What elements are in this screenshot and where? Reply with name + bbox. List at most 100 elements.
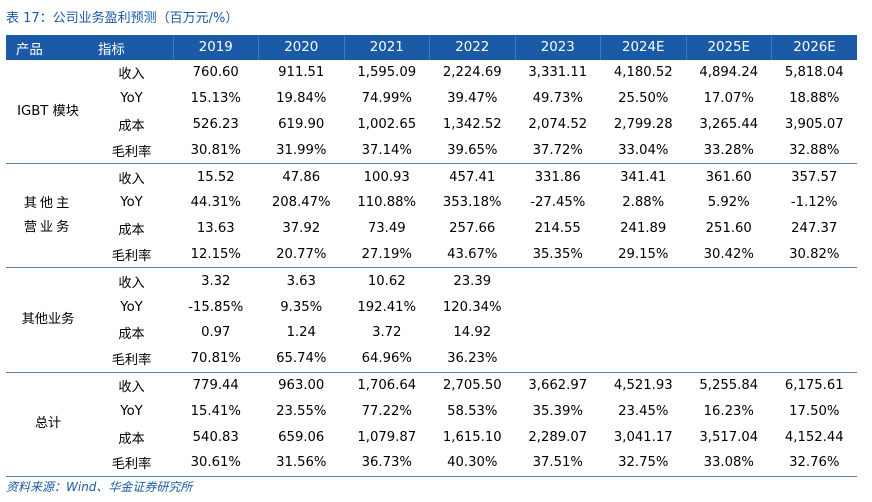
value-cell: 33.08% xyxy=(686,449,772,477)
value-cell: 18.88% xyxy=(789,91,840,107)
value-cell: 77.22% xyxy=(361,403,412,419)
metric-cell: 收入 xyxy=(118,171,145,187)
value-cell xyxy=(601,268,687,294)
value-cell: 110.88% xyxy=(357,195,417,211)
value-cell: 2,289.07 xyxy=(528,429,588,445)
header-metric: 指标 xyxy=(90,35,173,60)
value-cell: 32.75% xyxy=(600,449,686,477)
metric-cell: 成本 xyxy=(118,118,145,134)
value-cell: 241.89 xyxy=(620,221,667,237)
value-cell xyxy=(772,320,858,346)
value-cell: 31.56% xyxy=(258,449,344,477)
header-year: 2023 xyxy=(514,35,601,60)
value-cell: 2,799.28 xyxy=(613,116,673,132)
value-cell: 619.90 xyxy=(278,116,325,132)
value-cell: 9.35% xyxy=(280,299,323,315)
metric-cell: 成本 xyxy=(118,327,145,343)
value-cell: 214.55 xyxy=(534,221,581,237)
value-cell: 23.45% xyxy=(618,403,669,419)
value-cell: 2,074.52 xyxy=(528,116,588,132)
value-cell: 30.42% xyxy=(686,241,772,269)
value-cell: 526.23 xyxy=(192,116,239,132)
value-cell: 963.00 xyxy=(278,377,325,393)
value-cell: 31.99% xyxy=(258,137,344,165)
source-note: 资料来源：Wind、华金证券研究所 xyxy=(6,480,193,494)
value-cell: 353.18% xyxy=(442,195,502,211)
value-cell: -27.45% xyxy=(530,195,586,211)
header-year: 2025E xyxy=(685,35,772,60)
header-product: 产品 xyxy=(6,35,90,60)
value-cell: 3,331.11 xyxy=(528,65,588,81)
value-cell: 23.55% xyxy=(276,403,327,419)
value-cell xyxy=(772,294,858,320)
value-cell: 1,342.52 xyxy=(442,116,502,132)
value-cell xyxy=(601,320,687,346)
value-cell: 208.47% xyxy=(271,195,331,211)
metric-cell: 毛利率 xyxy=(90,137,173,165)
value-cell: 32.76% xyxy=(771,449,857,477)
value-cell: 251.60 xyxy=(705,221,752,237)
value-cell: 37.92 xyxy=(282,221,321,237)
value-cell: 331.86 xyxy=(534,169,581,185)
value-cell: 37.51% xyxy=(515,449,601,477)
value-cell: 2,705.50 xyxy=(442,377,502,393)
value-cell: 39.47% xyxy=(447,91,498,107)
metric-cell: 收入 xyxy=(118,275,145,291)
value-cell: 33.28% xyxy=(686,137,772,165)
value-cell: 37.14% xyxy=(344,137,430,165)
value-cell xyxy=(515,320,601,346)
table-row: 其他主营业务 收入 15.52 47.86 100.93 457.41 331.86 341.… xyxy=(6,163,857,269)
header-year: 2026E xyxy=(771,35,857,60)
metric-cell: 毛利率 xyxy=(90,345,173,373)
value-cell: 911.51 xyxy=(278,65,325,81)
value-cell: 540.83 xyxy=(192,429,239,445)
value-cell: 0.97 xyxy=(201,325,231,341)
value-cell: 40.30% xyxy=(429,449,515,477)
value-cell: 247.37 xyxy=(791,221,838,237)
value-cell: 30.82% xyxy=(771,241,857,269)
table-row: YoY 15.13% 19.84% 74.99% 39.47% 49.73% 25.50% 1… xyxy=(6,86,857,112)
value-cell: 2.88% xyxy=(622,195,665,211)
table-row: 毛利率 30.81% 31.99% 37.14% 39.65% 37.72% 33.04% 3… xyxy=(6,137,857,165)
metric-cell: 毛利率 xyxy=(90,449,173,477)
header-year: 2019 xyxy=(172,35,259,60)
value-cell: 29.15% xyxy=(600,241,686,269)
table-row: 毛利率 70.81% 65.74% 64.96% 36.23% xyxy=(6,345,857,373)
value-cell: 257.66 xyxy=(449,221,496,237)
value-cell: 73.49 xyxy=(367,221,406,237)
value-cell: 39.65% xyxy=(429,137,515,165)
value-cell: 30.81% xyxy=(173,137,259,165)
value-cell: 36.73% xyxy=(344,449,430,477)
metric-cell: 毛利率 xyxy=(90,241,173,269)
value-cell: 361.60 xyxy=(705,169,752,185)
value-cell: 4,521.93 xyxy=(613,377,673,393)
value-cell: 25.50% xyxy=(618,91,669,107)
value-cell xyxy=(515,345,601,373)
value-cell: 3.32 xyxy=(201,273,231,289)
value-cell: 3,041.17 xyxy=(613,429,673,445)
value-cell: 10.62 xyxy=(367,273,406,289)
metric-cell: YoY xyxy=(120,91,143,107)
value-cell: 17.50% xyxy=(789,403,840,419)
table-row: 成本 540.83 659.06 1,079.87 1,615.10 2,289.07 3,… xyxy=(6,424,857,450)
value-cell xyxy=(771,345,857,373)
forecast-table: 产品 指标 2019 2020 2021 2022 2023 2024E 202… xyxy=(6,35,857,477)
product-cell: 其他业务 xyxy=(6,267,90,373)
value-cell: 192.41% xyxy=(357,299,417,315)
metric-cell: YoY xyxy=(120,299,143,315)
product-cell: 其他主营业务 xyxy=(6,163,90,269)
table-row: 总计 收入 779.44 963.00 1,706.64 2,705.50 3,662.97… xyxy=(6,372,857,477)
value-cell xyxy=(600,345,686,373)
value-cell: 1,595.09 xyxy=(357,65,417,81)
value-cell xyxy=(515,268,601,294)
value-cell: 44.31% xyxy=(190,195,241,211)
table-row: 其他业务 收入 3.32 3.63 10.62 23.39 xyxy=(6,267,857,373)
value-cell: 341.41 xyxy=(620,169,667,185)
value-cell: 5,255.84 xyxy=(699,377,759,393)
value-cell: 1,615.10 xyxy=(442,429,502,445)
value-cell: 659.06 xyxy=(278,429,325,445)
value-cell: 58.53% xyxy=(447,403,498,419)
value-cell: 1,706.64 xyxy=(357,377,417,393)
value-cell: 64.96% xyxy=(344,345,430,373)
value-cell xyxy=(686,345,772,373)
